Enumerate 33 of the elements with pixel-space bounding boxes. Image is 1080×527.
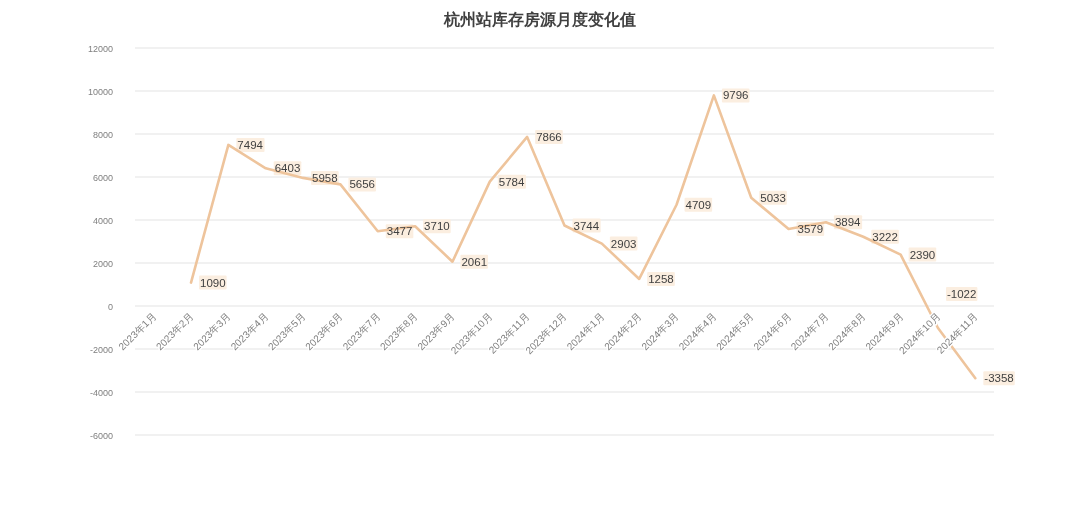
data-label: -3358 (984, 372, 1014, 385)
data-label: 3710 (424, 220, 450, 233)
y-tick-label: 4000 (92, 215, 113, 226)
y-tick-label: 10000 (87, 86, 113, 97)
data-label: 5033 (760, 191, 786, 204)
data-label: 3894 (834, 216, 862, 229)
y-tick-label: 8000 (92, 129, 113, 140)
y-tick-label: 2000 (92, 258, 113, 269)
data-label: 7494 (237, 138, 264, 151)
data-label: 4709 (685, 198, 712, 211)
data-label: 3579 (797, 223, 824, 236)
y-tick-label: -2000 (89, 344, 113, 355)
y-tick-label: 6000 (92, 172, 113, 183)
data-label: 5958 (312, 171, 338, 184)
data-label: 2061 (461, 255, 488, 268)
data-label: 2903 (610, 237, 637, 250)
data-label: 1090 (200, 276, 226, 289)
y-tick-label: -6000 (89, 430, 113, 441)
data-label: 7866 (536, 130, 562, 143)
y-tick-label: 0 (107, 301, 113, 312)
y-tick-label: -4000 (89, 387, 113, 398)
data-label: 3744 (573, 219, 600, 232)
data-label: 2390 (909, 248, 936, 261)
data-label: 3222 (872, 230, 898, 243)
data-label: 9796 (722, 89, 749, 102)
data-label: 5656 (349, 178, 376, 191)
data-label: 1258 (648, 272, 674, 285)
data-label: -1022 (946, 288, 977, 300)
data-label: 3477 (386, 225, 413, 238)
data-label: 5784 (498, 175, 525, 188)
data-label: 6403 (274, 162, 301, 175)
y-tick-label: 12000 (87, 43, 113, 54)
chart-title: 杭州站库存房源月度变化值 (443, 10, 636, 28)
